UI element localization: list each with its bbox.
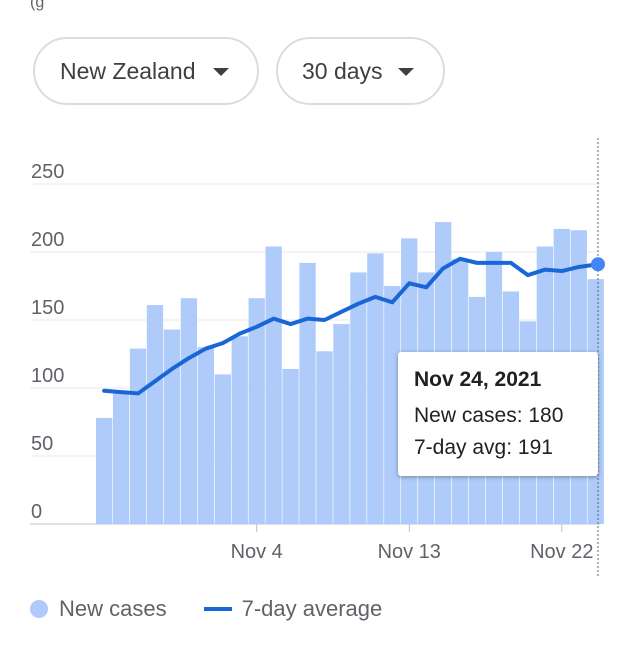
new-cases-legend-dot bbox=[30, 600, 48, 618]
bar bbox=[214, 374, 231, 524]
bar bbox=[231, 336, 248, 524]
bar bbox=[282, 368, 299, 524]
x-tick-label: Nov 4 bbox=[231, 541, 283, 563]
header-fragment: (g bbox=[30, 0, 45, 11]
x-tick-label: Nov 13 bbox=[378, 541, 441, 563]
bar bbox=[96, 417, 113, 524]
bar bbox=[350, 272, 367, 524]
caret-down-icon bbox=[398, 68, 414, 76]
bar bbox=[163, 329, 181, 524]
tooltip-date: Nov 24, 2021 bbox=[414, 368, 542, 391]
range-dropdown[interactable]: 30 days bbox=[276, 37, 445, 105]
new-cases-legend-label: New cases bbox=[59, 596, 167, 621]
region-dropdown[interactable]: New Zealand bbox=[33, 37, 259, 105]
bar bbox=[265, 246, 282, 524]
average-line bbox=[102, 256, 600, 396]
bar bbox=[129, 348, 147, 524]
bar bbox=[316, 351, 333, 524]
bar bbox=[299, 262, 316, 524]
highlighted-point bbox=[591, 257, 605, 272]
y-tick-label: 50 bbox=[31, 433, 53, 455]
bar bbox=[384, 286, 401, 524]
tooltip-average: 7-day avg: 191 bbox=[414, 436, 553, 459]
chart-legend: New cases 7-day average bbox=[30, 596, 382, 622]
bar bbox=[197, 347, 214, 524]
bar bbox=[367, 253, 384, 525]
chart-tooltip: Nov 24, 2021 New cases: 180 7-day avg: 1… bbox=[398, 352, 598, 476]
y-tick-label: 100 bbox=[31, 365, 64, 387]
y-tick-label: 200 bbox=[31, 229, 64, 251]
y-tick-label: 250 bbox=[31, 161, 64, 183]
average-legend-label: 7-day average bbox=[241, 596, 383, 621]
cases-chart[interactable]: 0 50 100 150 200 250 Nov 4 Nov 13 Nov 22 bbox=[0, 130, 640, 580]
bar bbox=[248, 298, 265, 524]
bar bbox=[112, 390, 130, 524]
x-tick-label: Nov 22 bbox=[530, 541, 593, 563]
bar bbox=[146, 305, 164, 524]
average-legend-line bbox=[203, 607, 232, 611]
caret-down-icon bbox=[213, 68, 229, 76]
y-tick-label: 0 bbox=[31, 501, 42, 523]
bar bbox=[180, 298, 198, 524]
bar bbox=[333, 324, 350, 524]
region-dropdown-label: New Zealand bbox=[60, 57, 196, 84]
y-tick-label: 150 bbox=[31, 297, 64, 319]
tooltip-cases: New cases: 180 bbox=[414, 404, 564, 427]
range-dropdown-label: 30 days bbox=[302, 57, 383, 84]
